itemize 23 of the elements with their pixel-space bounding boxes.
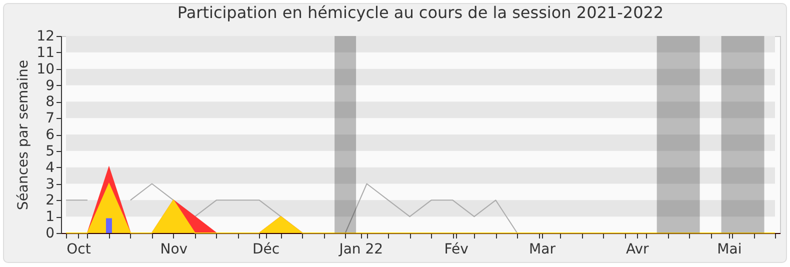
- x-tick-label: Nov: [160, 242, 188, 258]
- y-tick-label: 4: [46, 160, 55, 176]
- y-tick-label: 10: [36, 61, 54, 78]
- y-tick-label: 5: [46, 143, 54, 160]
- y-tick-label: 12: [36, 28, 54, 44]
- y-tick-label: 8: [46, 94, 54, 110]
- x-tick-label: Déc: [252, 242, 280, 258]
- y-tick-label: 2: [46, 192, 54, 209]
- x-tick-label: Oct: [66, 242, 92, 258]
- y-tick-label: 3: [46, 176, 54, 192]
- x-tick-label: Fév: [444, 242, 468, 258]
- y-tick-label: 7: [46, 110, 54, 127]
- y-tick-label: 9: [46, 78, 54, 94]
- y-tick-label: 6: [46, 127, 55, 143]
- x-tick-label: Mai: [717, 242, 742, 258]
- x-tick-label: Mar: [529, 242, 556, 258]
- x-tick-label: Avr: [626, 242, 650, 258]
- y-axis-title: Séances par semaine: [16, 60, 32, 210]
- chart-title: Participation en hémicycle au cours de la session 2021-2022: [177, 3, 664, 22]
- y-tick-label: 11: [36, 44, 54, 61]
- x-tick-label: Jan 22: [338, 242, 384, 258]
- y-tick-label: 1: [46, 209, 54, 226]
- y-tick-label: 0: [46, 226, 54, 242]
